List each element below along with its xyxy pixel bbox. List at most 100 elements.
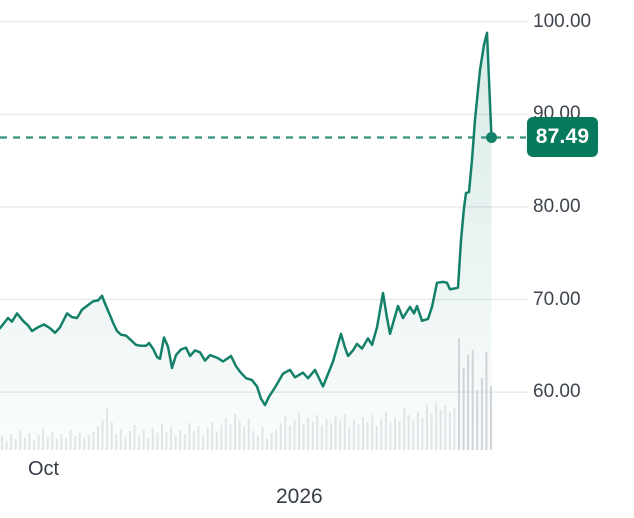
y-axis-label: 100.00	[533, 11, 592, 32]
volume-bar	[42, 429, 45, 450]
volume-bar	[23, 438, 26, 450]
volume-bar	[179, 430, 182, 450]
y-axis-label: 70.00	[533, 289, 581, 310]
y-axis-label: 60.00	[533, 381, 581, 402]
volume-bar	[453, 408, 456, 450]
volume-bar	[51, 432, 54, 450]
volume-bar	[426, 405, 428, 450]
area-fill	[0, 32, 492, 451]
volume-bar	[476, 390, 479, 450]
volume-bar	[151, 428, 154, 450]
volume-bar	[28, 433, 31, 450]
volume-bar	[266, 439, 269, 450]
volume-bar	[37, 435, 40, 450]
volume-bar	[92, 432, 95, 450]
volume-bar	[69, 430, 72, 450]
volume-bar	[362, 417, 364, 450]
volume-bar	[211, 422, 214, 450]
volume-bar	[394, 417, 396, 450]
volume-bar	[334, 416, 337, 450]
volume-bar	[192, 431, 195, 450]
volume-bar	[252, 431, 255, 450]
volume-bar	[234, 414, 237, 450]
volume-bar	[87, 435, 90, 450]
volume-bar	[320, 425, 323, 450]
volume-bar	[124, 437, 127, 450]
volume-bar	[307, 418, 310, 450]
volume-bar	[348, 427, 351, 450]
volume-bar	[490, 386, 492, 450]
volume-bar	[467, 355, 470, 450]
volume-bar	[5, 441, 8, 450]
volume-bar	[325, 419, 328, 450]
volume-bar	[480, 378, 483, 450]
volume-bar	[170, 427, 173, 450]
volume-bar	[60, 434, 63, 450]
volume-bar	[339, 421, 342, 450]
volume-bar	[83, 438, 86, 450]
volume-bar	[55, 439, 58, 450]
volume-bar	[288, 426, 291, 450]
volume-bar	[279, 423, 282, 450]
volume-bar	[371, 415, 374, 450]
volume-bar	[197, 426, 200, 450]
volume-bar	[115, 434, 118, 450]
volume-bar	[133, 425, 136, 450]
volume-bar	[407, 415, 410, 450]
volume-bar	[119, 429, 122, 450]
volume-bar	[101, 420, 104, 450]
volume-bar	[161, 424, 163, 450]
volume-bar	[462, 368, 465, 450]
volume-bar	[229, 424, 232, 450]
volume-bar	[471, 350, 474, 450]
volume-bar	[275, 429, 278, 450]
volume-bar	[293, 420, 296, 450]
x-axis-label-year: 2026	[276, 485, 323, 508]
volume-bar	[352, 420, 355, 450]
last-price-badge: 87.49	[527, 117, 598, 157]
volume-bar	[10, 434, 13, 450]
volume-bar	[380, 419, 383, 450]
price-line	[0, 31, 493, 407]
volume-bar	[220, 425, 223, 450]
volume-bar	[261, 427, 264, 450]
volume-bar	[343, 414, 346, 450]
volume-bar	[330, 423, 332, 450]
last-price-dot	[486, 132, 497, 143]
volume-bar	[298, 413, 301, 450]
volume-bar	[444, 406, 447, 450]
volume-bar	[110, 422, 113, 450]
volume-bar	[403, 408, 406, 450]
volume-bar	[311, 422, 314, 450]
volume-bar	[183, 434, 186, 450]
volume-bar	[435, 403, 438, 450]
volume-bar	[165, 432, 168, 450]
volume-bar	[366, 422, 369, 450]
volume-bar	[270, 433, 273, 450]
last-price-value: 87.49	[535, 125, 590, 148]
volume-bar	[142, 430, 145, 450]
y-axis-label: 80.00	[533, 196, 581, 217]
volume-bar	[448, 412, 451, 450]
volume-bar	[156, 433, 159, 450]
volume-bar	[65, 438, 67, 450]
volume-bar	[129, 431, 131, 450]
volume-bar	[188, 423, 191, 450]
volume-bar	[14, 439, 17, 450]
volume-bar	[485, 352, 488, 450]
volume-bar	[412, 420, 415, 450]
volume-bar	[1, 436, 3, 450]
volume-bar	[256, 436, 259, 450]
volume-bar	[421, 418, 424, 450]
volume-bar	[215, 432, 218, 450]
volume-bar	[416, 412, 419, 450]
volume-bar	[19, 431, 22, 450]
volume-bar	[138, 435, 141, 450]
volume-bar	[458, 338, 460, 450]
volume-bar	[206, 428, 209, 450]
volume-bar	[389, 423, 392, 450]
volume-bar	[74, 436, 77, 450]
volume-bar	[375, 426, 378, 450]
